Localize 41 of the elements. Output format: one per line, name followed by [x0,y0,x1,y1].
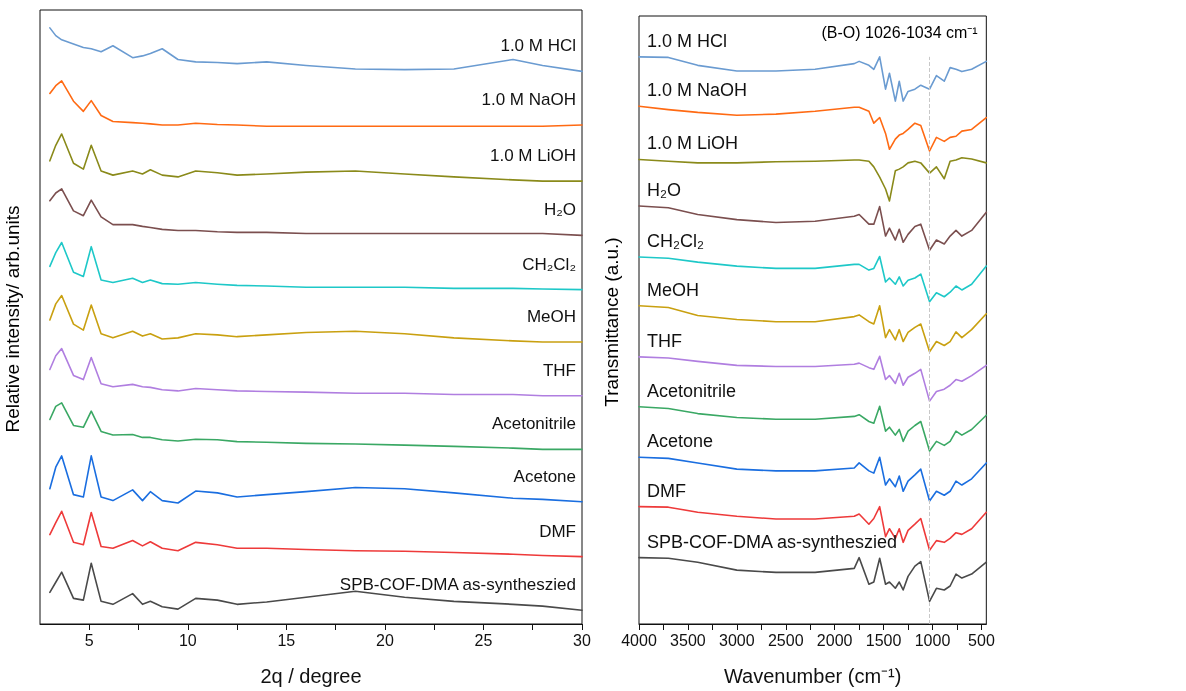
series-label: MeOH [526,307,576,327]
series-label: CH₂Cl₂ [647,231,704,252]
x-tick-label: 1500 [865,631,902,649]
x-tick-label: 25 [474,631,493,649]
series-label: 1.0 M NaOH [647,80,748,101]
series-label: DMF [647,480,686,501]
series-label: 1.0 M NaOH [481,90,576,110]
x-tick-label: 1000 [914,631,951,649]
x-tick-label: 15 [277,631,296,649]
y-axis-title: Relative intensity/ arb.units [1,205,23,433]
series-label: SPB-COF-DMA as-syntheszied [647,531,898,552]
x-tick-label: 20 [376,631,394,649]
x-axis-title: Wavenumber (cm⁻¹) [723,665,902,687]
series-label: Acetone [513,466,576,486]
ref-line-label: (B-O) 1026-1034 cm⁻¹ [821,24,978,42]
series-label: CH₂Cl₂ [522,254,576,274]
x-tick-label: 3500 [670,631,706,649]
x-tick-label: 2500 [767,631,804,649]
series-label: Acetonitrile [491,414,576,434]
series-label: 1.0 M HCl [647,30,728,51]
series-label: Acetonitrile [647,380,737,401]
x-tick-label: 500 [968,631,995,649]
series-label: 1.0 M HCl [500,36,576,56]
series-label: 1.0 M LiOH [647,133,739,154]
series-label: Acetone [647,431,714,452]
series-label: DMF [539,521,576,541]
x-tick-label: 3000 [719,631,755,649]
x-tick-label: 10 [178,631,197,649]
x-tick-label: 4000 [621,631,657,649]
y-axis-title: Transmittance (a.u.) [600,237,622,407]
series-label: H₂O [647,180,681,200]
series-label: THF [647,330,682,351]
series-label: 1.0 M LiOH [490,146,576,166]
series-label: SPB-COF-DMA as-syntheszied [339,575,576,595]
series-label: THF [542,360,576,380]
x-tick-label: 5 [84,631,94,649]
x-tick-label: 30 [573,631,591,649]
x-axis-title: 2q / degree [260,665,362,687]
series-label: MeOH [647,279,700,300]
x-tick-label: 2000 [816,631,853,649]
series-label: H₂O [543,200,576,220]
